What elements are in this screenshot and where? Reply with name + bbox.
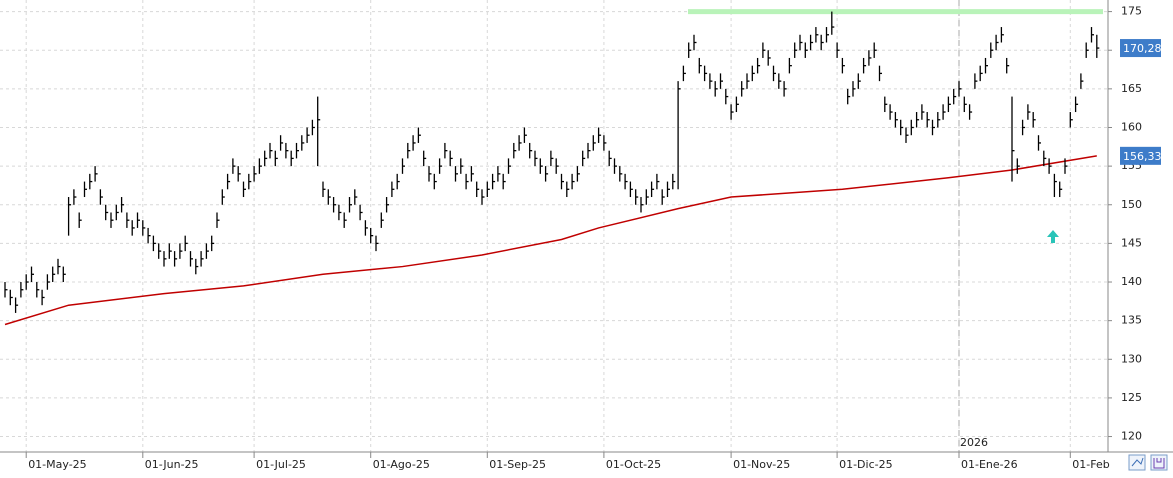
y-tick-label: 165 (1121, 82, 1142, 95)
year-label: 2026 (960, 436, 988, 449)
x-tick-label: 01-Feb (1072, 458, 1109, 471)
y-tick-label: 135 (1121, 314, 1142, 327)
y-tick-label: 125 (1121, 391, 1142, 404)
grid-layer (0, 0, 1112, 458)
y-tick-label: 150 (1121, 198, 1142, 211)
x-tick-label: 01-Dic-25 (839, 458, 893, 471)
zoom-icon (1131, 457, 1144, 467)
y-tick-label: 175 (1121, 5, 1142, 18)
arrow-marker (1047, 230, 1059, 243)
y-tick-label: 160 (1121, 120, 1142, 133)
top-layer: 12012513013514014515015516016517017501-M… (28, 5, 1161, 471)
y-tick-label: 140 (1121, 275, 1142, 288)
ma-layer (4, 155, 1097, 326)
y-tick-label: 130 (1121, 352, 1142, 365)
zoom-button[interactable] (1128, 454, 1146, 471)
y-tick-label: 145 (1121, 236, 1142, 249)
x-tick-label: 01-Sep-25 (489, 458, 546, 471)
bars-layer (4, 11, 1100, 313)
x-tick-label: 01-Jul-25 (256, 458, 306, 471)
price-tag-label: 156,33 (1123, 150, 1162, 163)
x-tick-label: 01-Nov-25 (733, 458, 790, 471)
x-tick-label: 01-May-25 (28, 458, 86, 471)
x-tick-label: 01-Ene-26 (961, 458, 1018, 471)
y-tick-label: 120 (1121, 430, 1142, 443)
x-tick-label: 01-Ago-25 (373, 458, 430, 471)
price-tag-label: 170,28 (1123, 42, 1162, 55)
x-tick-label: 01-Oct-25 (606, 458, 661, 471)
save-icon (1153, 458, 1165, 469)
price-tag (1120, 146, 1161, 165)
x-tick-label: 01-Jun-25 (145, 458, 199, 471)
price-tag (1120, 39, 1161, 58)
moving-average (4, 155, 1097, 326)
